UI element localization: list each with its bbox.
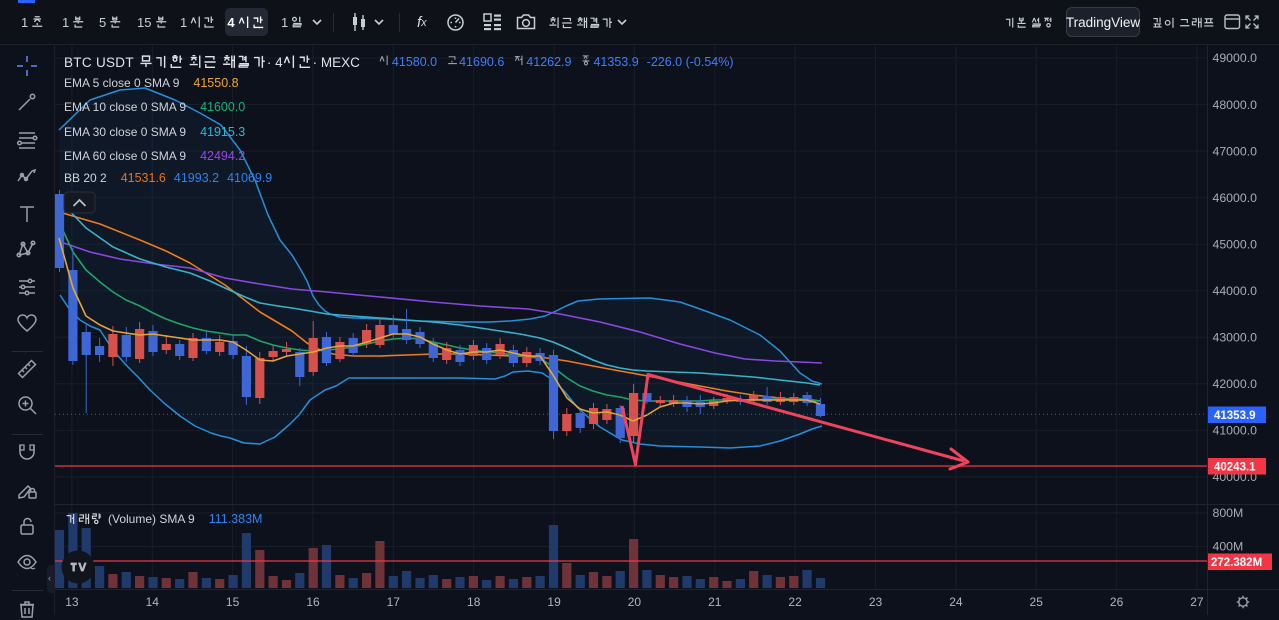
svg-text:14: 14 <box>146 595 160 609</box>
svg-text:16: 16 <box>306 595 320 609</box>
svg-text:20: 20 <box>628 595 642 609</box>
svg-text:22: 22 <box>788 595 802 609</box>
svg-text:47000.0: 47000.0 <box>1213 144 1258 158</box>
svg-text:19: 19 <box>547 595 561 609</box>
svg-text:40243.1: 40243.1 <box>1214 461 1256 473</box>
svg-text:23: 23 <box>869 595 883 609</box>
svg-text:49000.0: 49000.0 <box>1213 51 1258 65</box>
svg-text:44000.0: 44000.0 <box>1213 284 1258 298</box>
svg-text:25: 25 <box>1030 595 1044 609</box>
svg-text:15: 15 <box>226 595 240 609</box>
svg-text:18: 18 <box>467 595 481 609</box>
svg-text:21: 21 <box>708 595 722 609</box>
svg-text:41353.9: 41353.9 <box>1214 410 1256 422</box>
svg-text:41000.0: 41000.0 <box>1213 424 1258 438</box>
svg-text:48000.0: 48000.0 <box>1213 98 1258 112</box>
svg-text:24: 24 <box>949 595 963 609</box>
svg-text:27: 27 <box>1190 595 1204 609</box>
svg-text:13: 13 <box>65 595 79 609</box>
svg-text:26: 26 <box>1110 595 1124 609</box>
svg-text:45000.0: 45000.0 <box>1213 237 1258 251</box>
svg-text:17: 17 <box>387 595 401 609</box>
svg-text:43000.0: 43000.0 <box>1213 331 1258 345</box>
svg-text:46000.0: 46000.0 <box>1213 191 1258 205</box>
svg-text:272.382M: 272.382M <box>1211 557 1262 569</box>
svg-text:800M: 800M <box>1213 506 1244 520</box>
svg-text:400M: 400M <box>1213 540 1244 554</box>
svg-text:42000.0: 42000.0 <box>1213 377 1258 391</box>
